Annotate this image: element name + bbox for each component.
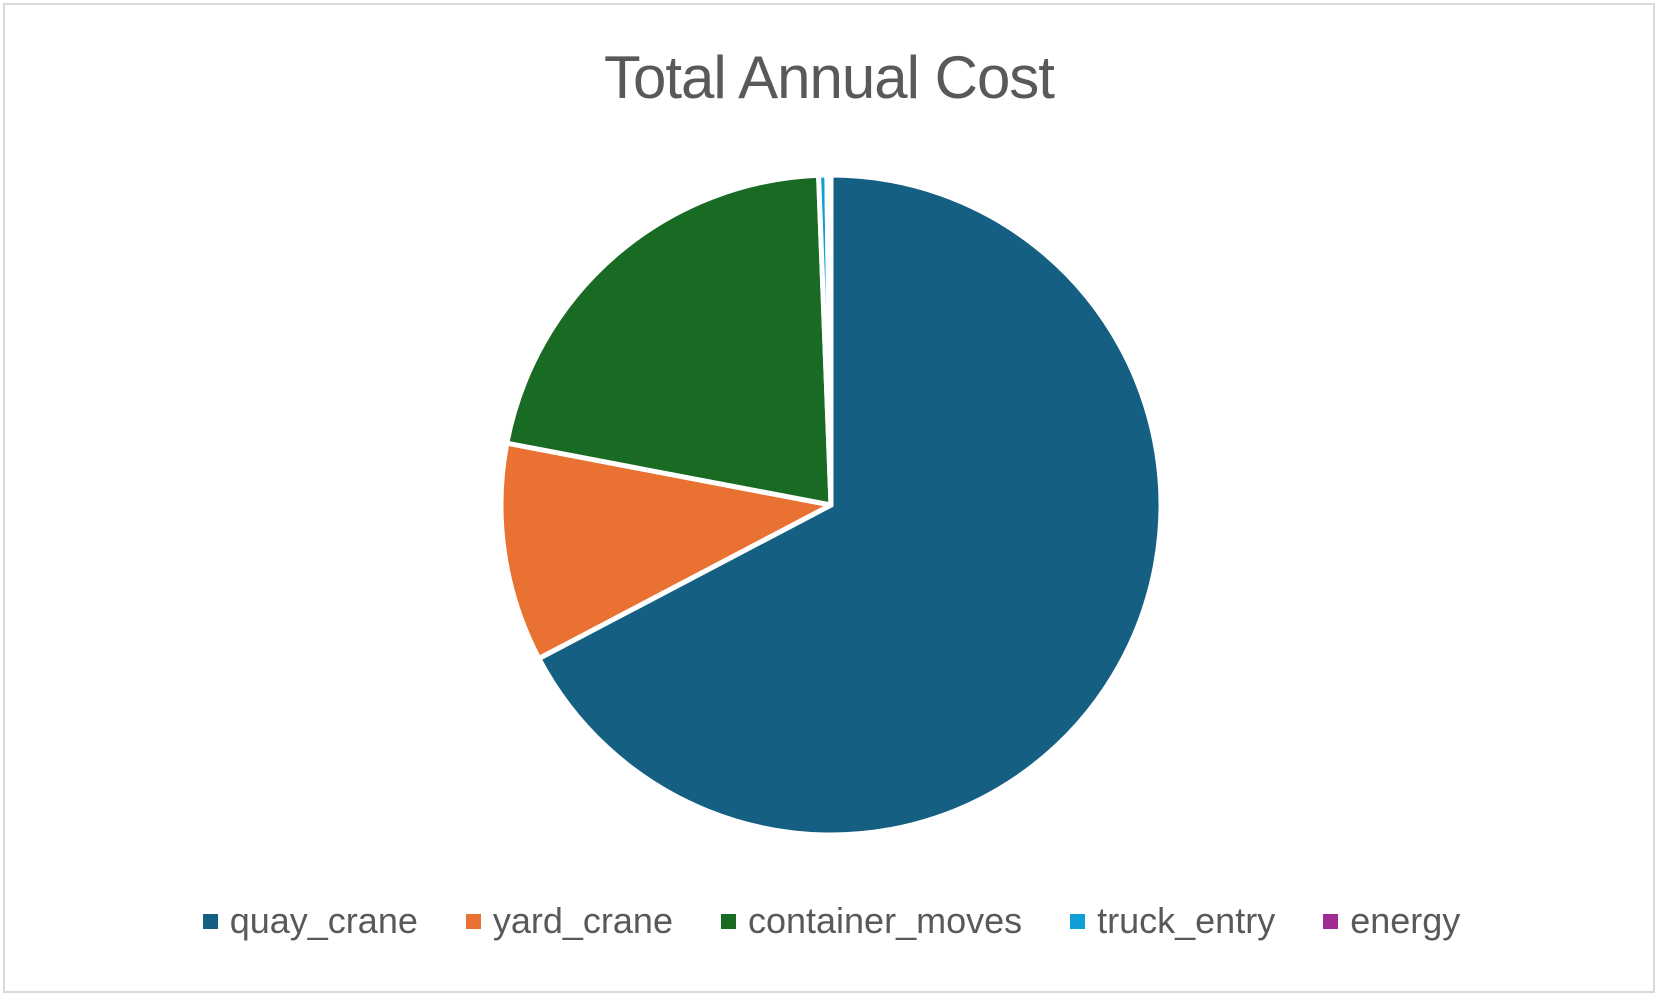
legend-label: yard_crane: [492, 900, 673, 941]
legend-label: truck_entry: [1097, 900, 1276, 941]
pie-slice-container-moves: [504, 172, 834, 508]
legend-item-container-moves: container_moves: [720, 900, 1023, 942]
legend-label: energy: [1350, 900, 1461, 941]
pie-slice-yard-crane: [498, 440, 834, 661]
legend-swatch: [1323, 913, 1339, 929]
legend: quay_crane yard_crane container_moves truck…: [0, 900, 1663, 942]
legend-swatch: [1070, 913, 1086, 929]
chart-title: Total Annual Cost: [604, 44, 1055, 111]
pie-slice-quay-crane: [536, 172, 1164, 838]
legend-swatch: [465, 913, 481, 929]
legend-label: container_moves: [747, 900, 1023, 941]
legend-item-quay-crane: quay_crane: [202, 900, 418, 942]
pie-slice-energy: [824, 172, 834, 508]
legend-swatch: [202, 913, 218, 929]
legend-item-energy: energy: [1323, 900, 1460, 942]
legend-label: quay_crane: [229, 900, 418, 941]
legend-swatch: [720, 913, 736, 929]
pie-slices: [498, 172, 1164, 838]
legend-item-truck-entry: truck_entry: [1070, 900, 1275, 942]
legend-item-yard-crane: yard_crane: [465, 900, 673, 942]
